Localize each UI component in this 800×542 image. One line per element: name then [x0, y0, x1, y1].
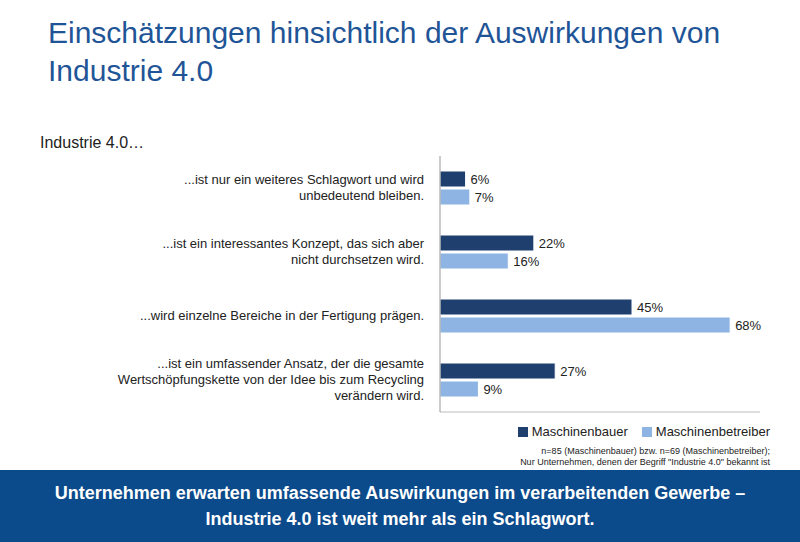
- svg-text:45%: 45%: [637, 300, 663, 315]
- svg-text:7%: 7%: [475, 190, 494, 205]
- html-text:Einschätzungen hinsichtlich de: Einschätzungen hinsichtlich der Auswirku…: [48, 16, 721, 87]
- svg-text:9%: 9%: [483, 382, 502, 397]
- svg-text:22%: 22%: [539, 236, 565, 251]
- svg-text:...ist ein umfassender Ansatz,: ...ist ein umfassender Ansatz, der die g…: [118, 356, 424, 403]
- svg-text:16%: 16%: [513, 254, 539, 269]
- svg-text:...ist nur ein weiteres Schlag: ...ist nur ein weiteres Schlagwort und w…: [184, 172, 424, 203]
- svg-text:27%: 27%: [560, 364, 586, 379]
- html-text:Unternehmen erwarten umfassend: Unternehmen erwarten umfassende Auswirku…: [54, 483, 746, 529]
- svg-text:6%: 6%: [471, 172, 490, 187]
- svg-text:...wird einzelne Bereiche in d: ...wird einzelne Bereiche in der Fertigu…: [140, 308, 424, 323]
- html-text:n=85 (Maschinenbauer) bzw. n=6: n=85 (Maschinenbauer) bzw. n=69 (Maschin…: [541, 446, 770, 456]
- html-text:Industrie 4.0…: Industrie 4.0…: [40, 134, 145, 151]
- svg-text:...ist ein interessantes Konze: ...ist ein interessantes Konzept, das si…: [162, 236, 424, 267]
- html-text:Maschinenbauer: Maschinenbauer: [531, 424, 628, 439]
- svg-text:68%: 68%: [735, 318, 761, 333]
- html-text:Nur Unternehmen, denen der Beg: Nur Unternehmen, denen der Begriff "Indu…: [520, 457, 770, 467]
- html-text:Maschinenbetreiber: Maschinenbetreiber: [655, 424, 770, 439]
